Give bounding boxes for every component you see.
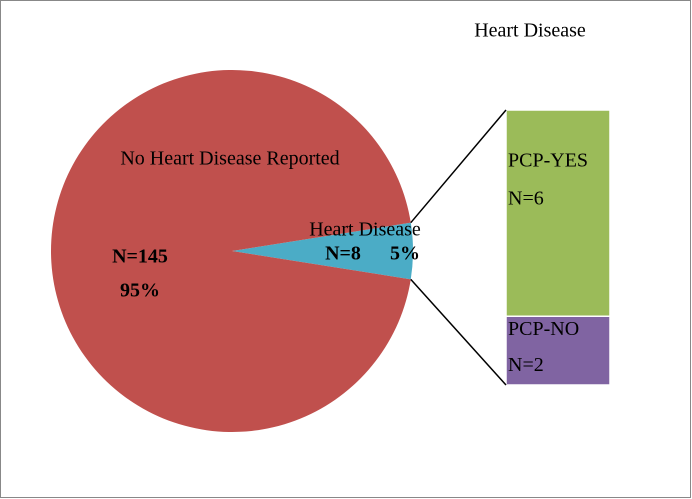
bar-value-label: N=2 <box>508 354 544 376</box>
chart-title: Heart Disease <box>474 20 586 42</box>
slice-label: Heart Disease <box>309 219 421 241</box>
value-label: 95% <box>120 280 160 302</box>
pie-slice <box>51 70 411 432</box>
slice-label: No Heart Disease Reported <box>120 148 339 170</box>
bar-segment <box>505 315 611 386</box>
connector <box>410 278 507 386</box>
connector <box>410 109 507 224</box>
bar-segment <box>505 109 611 317</box>
count-label: N=145 <box>112 246 168 268</box>
bar-value-label: N=6 <box>508 188 544 210</box>
value-label: 5% <box>390 243 420 265</box>
bar-label: PCP-YES <box>508 150 588 172</box>
pie-slice <box>232 222 413 280</box>
count-label: N=8 <box>325 243 361 265</box>
bar-label: PCP-NO <box>508 318 579 340</box>
